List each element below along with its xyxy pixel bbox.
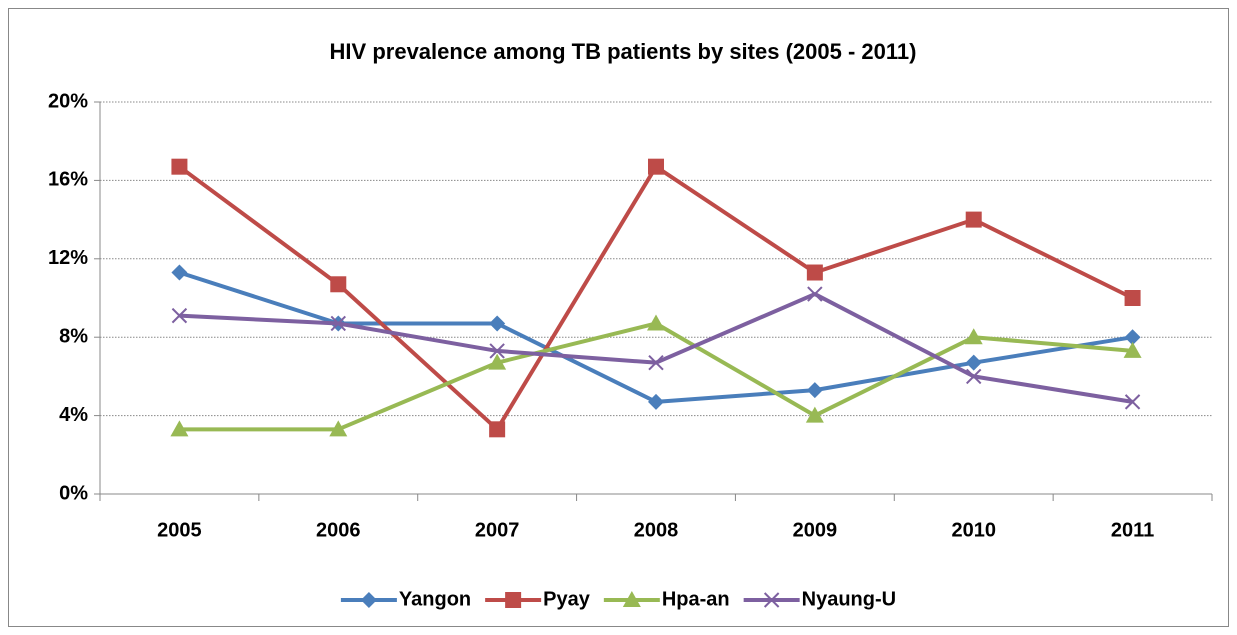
legend-marker <box>622 591 641 607</box>
y-tick-label: 20% <box>48 90 88 112</box>
point <box>648 354 664 371</box>
point <box>806 382 823 399</box>
x-tick-label: 2010 <box>951 519 996 541</box>
point <box>1124 394 1141 410</box>
legend-label: Pyay <box>543 588 591 610</box>
point <box>489 343 505 359</box>
y-tick-label: 8% <box>59 325 88 347</box>
point <box>966 368 982 385</box>
point <box>1123 341 1142 358</box>
point <box>647 314 665 331</box>
x-tick-label: 2006 <box>316 519 361 541</box>
legend-label: Nyaung-U <box>802 588 896 610</box>
point <box>170 420 189 437</box>
x-tick-label: 2009 <box>793 519 838 541</box>
y-tick-label: 0% <box>59 482 88 504</box>
point <box>330 276 347 293</box>
point <box>330 315 346 332</box>
legend-label: Yangon <box>399 588 471 610</box>
point <box>489 315 506 332</box>
legend-marker <box>763 592 780 608</box>
point <box>805 406 824 423</box>
point <box>648 158 664 175</box>
legend-marker <box>360 592 377 608</box>
point <box>965 211 982 228</box>
y-tick-label: 12% <box>48 247 88 269</box>
chart-title: HIV prevalence among TB patients by site… <box>330 39 917 64</box>
point <box>171 307 188 324</box>
point <box>807 286 823 302</box>
point <box>806 264 823 281</box>
x-tick-label: 2007 <box>475 519 520 541</box>
point <box>1124 290 1141 306</box>
point <box>648 393 664 410</box>
legend-marker <box>505 592 522 608</box>
point <box>1124 329 1141 346</box>
point <box>964 328 983 345</box>
x-tick-label: 2011 <box>1111 519 1154 541</box>
x-tick-label: 2005 <box>157 519 202 541</box>
legend: Yangon Pyay Hpa-an Nyaung-U <box>340 588 896 610</box>
y-tick-label: 16% <box>48 169 88 191</box>
y-tick-label: 4% <box>59 404 88 426</box>
x-tick-label: 2008 <box>634 519 679 541</box>
point <box>329 420 348 437</box>
point <box>171 264 188 281</box>
point <box>489 421 506 438</box>
point <box>488 353 507 370</box>
point <box>171 158 188 175</box>
legend-label: Hpa-an <box>662 588 730 610</box>
point <box>965 354 982 371</box>
